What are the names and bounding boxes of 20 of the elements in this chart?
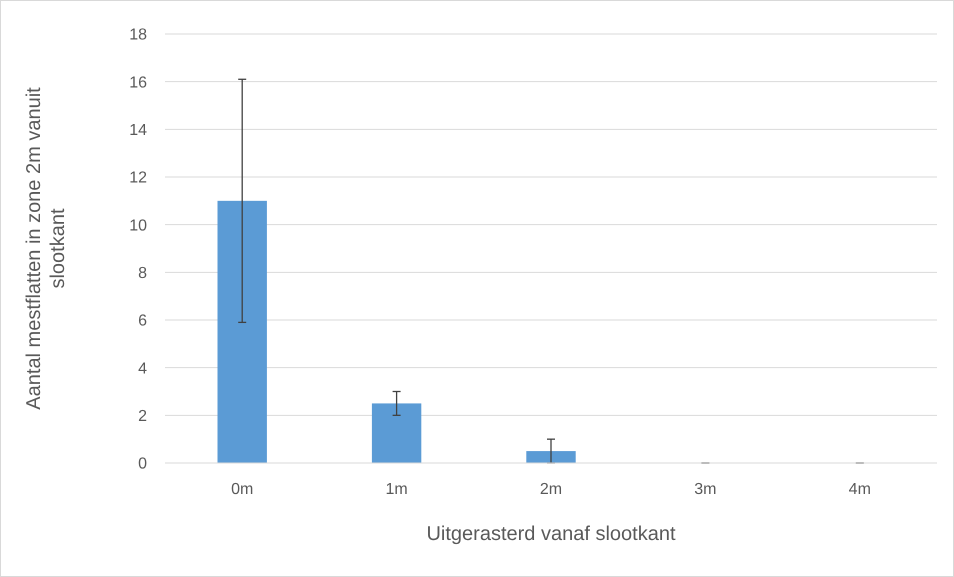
- bar: [372, 403, 422, 463]
- x-tick-label: 2m: [540, 481, 562, 498]
- x-axis-title: Uitgerasterd vanaf slootkant: [426, 523, 676, 545]
- x-tick-label: 0m: [231, 481, 254, 498]
- y-axis-title: Aantal mestflatten in zone 2m vanuit slootkant: [23, 86, 69, 410]
- x-tick-label: 4m: [848, 481, 871, 498]
- y-tick-label: 0: [138, 456, 148, 473]
- x-tick-label: 3m: [694, 481, 717, 498]
- y-tick-label: 6: [138, 312, 148, 330]
- y-tick-label: 2: [138, 408, 148, 425]
- y-tick-label: 12: [129, 170, 148, 187]
- x-tick-label: 1m: [385, 481, 408, 498]
- y-tick-label: 14: [129, 122, 148, 139]
- y-tick-label: 18: [129, 26, 148, 44]
- bar: [217, 200, 267, 463]
- y-tick-label: 10: [129, 217, 148, 234]
- y-tick-label: 4: [138, 360, 148, 378]
- y-tick-label: 16: [129, 74, 148, 92]
- y-tick-label: 8: [138, 264, 148, 282]
- bar: [526, 451, 576, 463]
